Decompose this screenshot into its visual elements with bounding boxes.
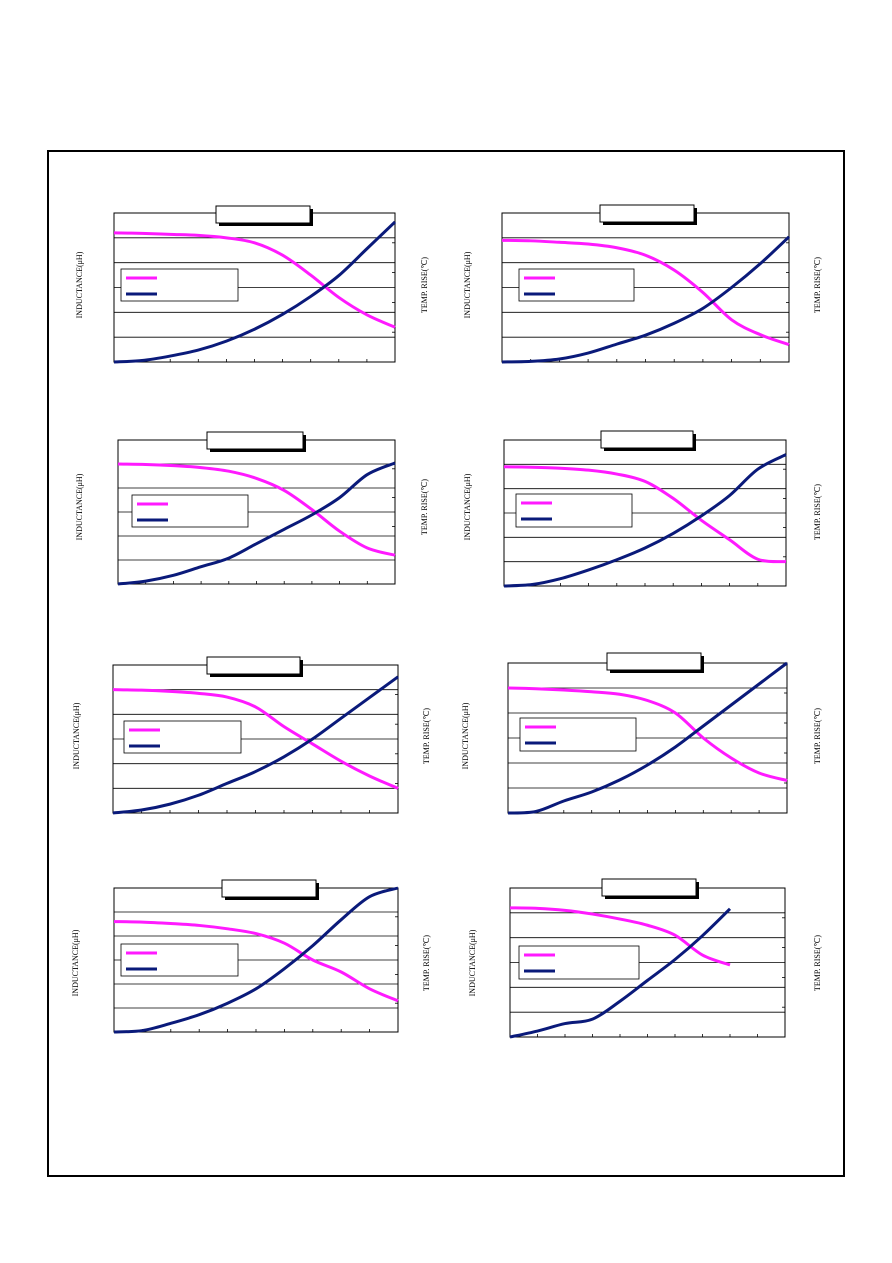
temp-rise-series-line xyxy=(501,235,791,364)
legend-box xyxy=(518,945,640,980)
title-box xyxy=(221,879,317,898)
inductance-series-line xyxy=(501,238,790,347)
legend-box xyxy=(131,494,249,528)
title-box xyxy=(206,656,301,675)
title-box xyxy=(206,431,304,450)
temp-rise-series-line xyxy=(112,675,399,815)
inductance-series-line xyxy=(113,920,399,1003)
title-box xyxy=(601,878,697,897)
title-box xyxy=(600,430,694,449)
inductance-series-line xyxy=(113,231,396,329)
temp-rise-series-line xyxy=(117,461,396,586)
legend-box xyxy=(518,268,635,302)
inductance-series-line xyxy=(507,686,788,782)
temp-rise-series-line xyxy=(113,220,397,364)
legend-box xyxy=(519,717,637,752)
inductance-series-line xyxy=(117,462,396,557)
inductance-series-line xyxy=(112,688,399,790)
temp-rise-series-line xyxy=(507,661,788,815)
right-axis-label: TEMP. RISE(℃) xyxy=(813,934,822,992)
chart-panel-frame xyxy=(47,150,845,1177)
legend-box xyxy=(123,720,242,754)
inductance-series-line xyxy=(509,906,731,967)
temp-rise-series-line xyxy=(503,453,787,588)
legend-box xyxy=(120,943,239,977)
title-box xyxy=(599,204,695,223)
legend-box xyxy=(515,493,633,528)
left-axis-label: INDUCTANCE(μH) xyxy=(468,929,477,997)
title-box xyxy=(606,652,702,671)
temp-rise-series-line xyxy=(509,907,732,1039)
inductance-series-line xyxy=(503,465,787,564)
temp-rise-series-line xyxy=(113,886,399,1034)
title-box xyxy=(215,205,311,224)
legend-box xyxy=(120,268,239,302)
